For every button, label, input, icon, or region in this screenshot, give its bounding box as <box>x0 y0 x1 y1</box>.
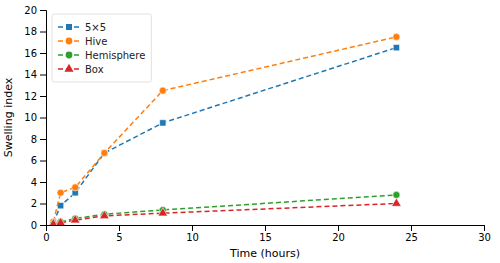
tick-mark <box>40 139 46 140</box>
point <box>393 44 399 50</box>
tick: 25 <box>405 225 418 243</box>
point <box>56 217 66 225</box>
tick-mark <box>265 225 266 231</box>
chart: 0 5 10 15 20 25 30 0 2 4 6 8 10 12 14 16 18 20 Time (hours… <box>0 0 500 263</box>
tick: 12 <box>24 91 46 102</box>
tick-label: 5 <box>116 232 122 243</box>
point <box>101 150 107 156</box>
tick: 8 <box>31 134 46 145</box>
y-axis-title: Swelling index <box>2 77 15 157</box>
tick: 5 <box>116 225 122 243</box>
legend-symbol <box>64 64 73 72</box>
tick-label: 20 <box>332 232 345 243</box>
point <box>158 208 168 216</box>
legend-label: 5×5 <box>85 22 106 33</box>
tick-mark <box>40 182 46 183</box>
point <box>159 87 166 94</box>
legend: 5×5 Hive Hemisphere Box <box>52 14 151 82</box>
tick-mark <box>338 225 339 231</box>
legend-label: Hemisphere <box>85 50 145 61</box>
tick-label: 25 <box>405 232 418 243</box>
tick: 10 <box>186 225 199 243</box>
legend-symbol <box>66 52 73 59</box>
tick-label: 14 <box>24 69 37 80</box>
tick-label: 2 <box>31 198 37 209</box>
tick-mark <box>119 225 120 231</box>
tick: 18 <box>24 26 46 37</box>
point <box>57 189 64 196</box>
tick-label: 20 <box>24 5 37 16</box>
legend-label: Box <box>85 64 104 75</box>
tick: 0 <box>43 225 49 243</box>
tick-mark <box>40 32 46 33</box>
tick: 30 <box>478 225 491 243</box>
tick-label: 0 <box>31 220 37 231</box>
tick-label: 0 <box>43 232 49 243</box>
series <box>48 198 401 225</box>
legend-label: Hive <box>85 36 107 47</box>
tick: 2 <box>31 198 46 209</box>
point <box>100 210 110 218</box>
tick-label: 18 <box>24 26 37 37</box>
tick-mark <box>192 225 193 231</box>
tick-label: 16 <box>24 48 37 59</box>
series <box>50 44 399 225</box>
tick: 20 <box>24 5 46 16</box>
legend-item: Hive <box>58 36 107 47</box>
legend-symbol <box>66 38 73 45</box>
point <box>160 120 166 126</box>
tick: 16 <box>24 48 46 59</box>
tick: 15 <box>259 225 272 243</box>
tick-mark <box>40 161 46 162</box>
axis-line <box>47 226 485 232</box>
tick-label: 10 <box>186 232 199 243</box>
x-axis-title: Time (hours) <box>229 247 300 260</box>
tick: 10 <box>24 112 46 123</box>
legend-frame <box>52 14 151 82</box>
point <box>392 198 402 206</box>
tick: 6 <box>31 155 46 166</box>
point <box>72 184 79 191</box>
series <box>50 191 400 225</box>
tick: 20 <box>332 225 345 243</box>
x-axis: 0 5 10 15 20 25 30 <box>43 225 491 243</box>
tick-mark <box>40 75 46 76</box>
tick-mark <box>40 204 46 205</box>
tick-mark <box>411 225 412 231</box>
tick-label: 10 <box>24 112 37 123</box>
line <box>53 204 396 225</box>
tick-mark <box>40 118 46 119</box>
tick-label: 8 <box>31 134 37 145</box>
tick-label: 6 <box>31 155 37 166</box>
tick: 4 <box>31 177 46 188</box>
axis-line <box>40 11 47 226</box>
tick-mark <box>40 53 46 54</box>
tick-mark <box>40 225 46 226</box>
tick-label: 4 <box>31 177 37 188</box>
point <box>393 33 400 40</box>
legend-item: 5×5 <box>58 22 106 33</box>
tick: 0 <box>31 220 46 231</box>
tick-label: 30 <box>478 232 491 243</box>
tick-mark <box>40 96 46 97</box>
tick-label: 15 <box>259 232 272 243</box>
tick-mark <box>484 225 485 231</box>
tick-mark <box>40 10 46 11</box>
point <box>101 149 108 156</box>
legend-symbol <box>66 24 72 30</box>
legend-item: Hemisphere <box>58 50 145 61</box>
y-axis: 0 2 4 6 8 10 12 14 16 18 20 <box>24 5 46 231</box>
tick: 14 <box>24 69 46 80</box>
line <box>53 195 396 224</box>
point <box>70 215 80 223</box>
legend-item: Box <box>58 64 104 75</box>
plot: 0 5 10 15 20 25 30 0 2 4 6 8 10 12 14 16 18 20 <box>24 5 491 243</box>
tick-label: 12 <box>24 91 37 102</box>
